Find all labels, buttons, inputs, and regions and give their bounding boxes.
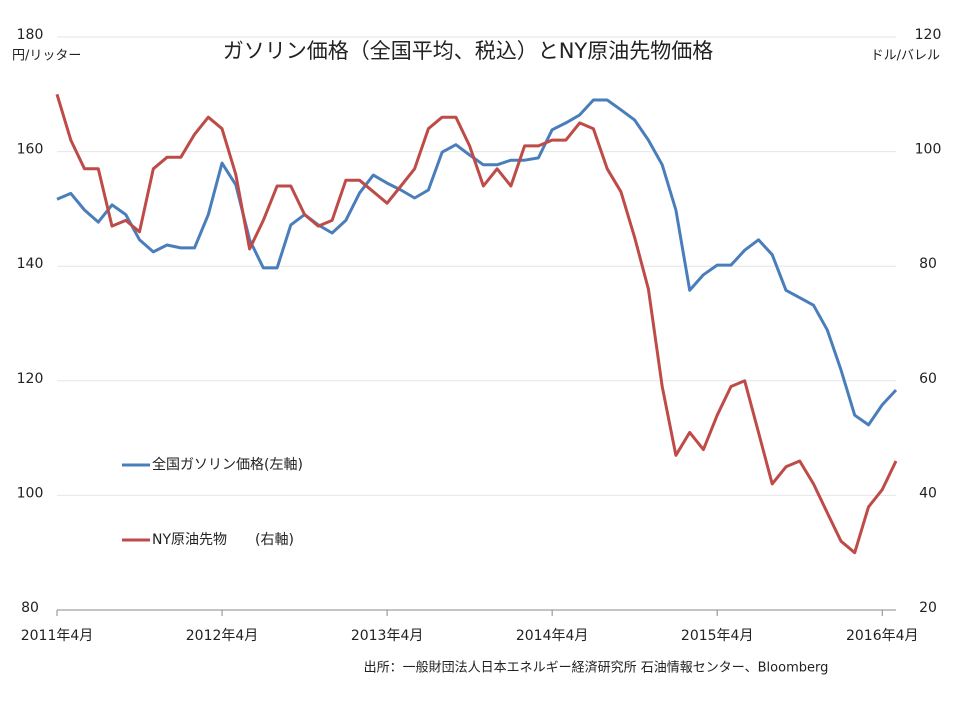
y2-tick-label: 120 xyxy=(915,27,942,43)
y2-tick-label: 40 xyxy=(919,485,937,501)
legend-label: NY原油先物 (右軸) xyxy=(152,532,294,548)
y-axis-unit: 円/リッター xyxy=(12,49,81,64)
x-tick-label: 2012年4月 xyxy=(186,628,259,644)
y-tick-label: 80 xyxy=(21,600,39,616)
x-tick-label: 2011年4月 xyxy=(21,628,94,644)
chart-title: ガソリン価格（全国平均、税込）とNY原油先物価格 xyxy=(223,39,714,63)
y-tick-label: 120 xyxy=(17,371,44,387)
x-tick-label: 2016年4月 xyxy=(846,628,919,644)
y2-tick-label: 100 xyxy=(915,142,942,158)
series-line xyxy=(56,98,898,427)
x-tick-label: 2014年4月 xyxy=(516,628,589,644)
y-tick-label: 100 xyxy=(17,485,44,501)
series-line xyxy=(55,93,898,555)
y-tick-label: 180 xyxy=(17,27,44,43)
source-note: 出所：一般財団法人日本エネルギー経済研究所 石油情報センター、Bloomberg xyxy=(364,660,829,676)
y2-tick-label: 20 xyxy=(919,600,937,616)
y-tick-label: 160 xyxy=(17,142,44,158)
y2-tick-label: 60 xyxy=(919,371,937,387)
legend-label: 全国ガソリン価格(左軸) xyxy=(152,456,303,473)
y2-tick-label: 80 xyxy=(919,256,937,272)
y2-axis-unit: ドル/バレル xyxy=(871,49,940,64)
x-tick-label: 2015年4月 xyxy=(681,628,754,644)
x-tick-label: 2013年4月 xyxy=(351,628,424,644)
y-tick-label: 140 xyxy=(17,256,44,272)
